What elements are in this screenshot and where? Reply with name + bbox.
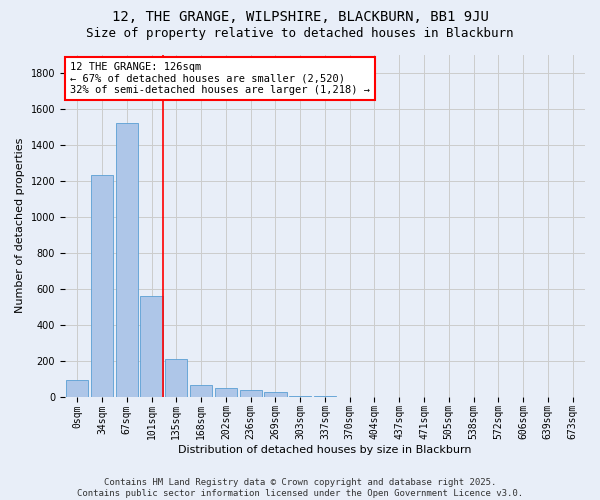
Bar [165, 359, 187, 397]
Bar [215, 388, 237, 396]
Bar [66, 380, 88, 396]
Text: 12, THE GRANGE, WILPSHIRE, BLACKBURN, BB1 9JU: 12, THE GRANGE, WILPSHIRE, BLACKBURN, BB… [112, 10, 488, 24]
Bar [91, 174, 113, 396]
X-axis label: Distribution of detached houses by size in Blackburn: Distribution of detached houses by size … [178, 445, 472, 455]
Bar [239, 390, 262, 396]
Y-axis label: Number of detached properties: Number of detached properties [15, 138, 25, 314]
Bar [140, 296, 163, 396]
Bar [264, 392, 287, 396]
Text: 12 THE GRANGE: 126sqm
← 67% of detached houses are smaller (2,520)
32% of semi-d: 12 THE GRANGE: 126sqm ← 67% of detached … [70, 62, 370, 95]
Text: Contains HM Land Registry data © Crown copyright and database right 2025.
Contai: Contains HM Land Registry data © Crown c… [77, 478, 523, 498]
Bar [190, 385, 212, 396]
Text: Size of property relative to detached houses in Blackburn: Size of property relative to detached ho… [86, 28, 514, 40]
Bar [116, 124, 138, 396]
